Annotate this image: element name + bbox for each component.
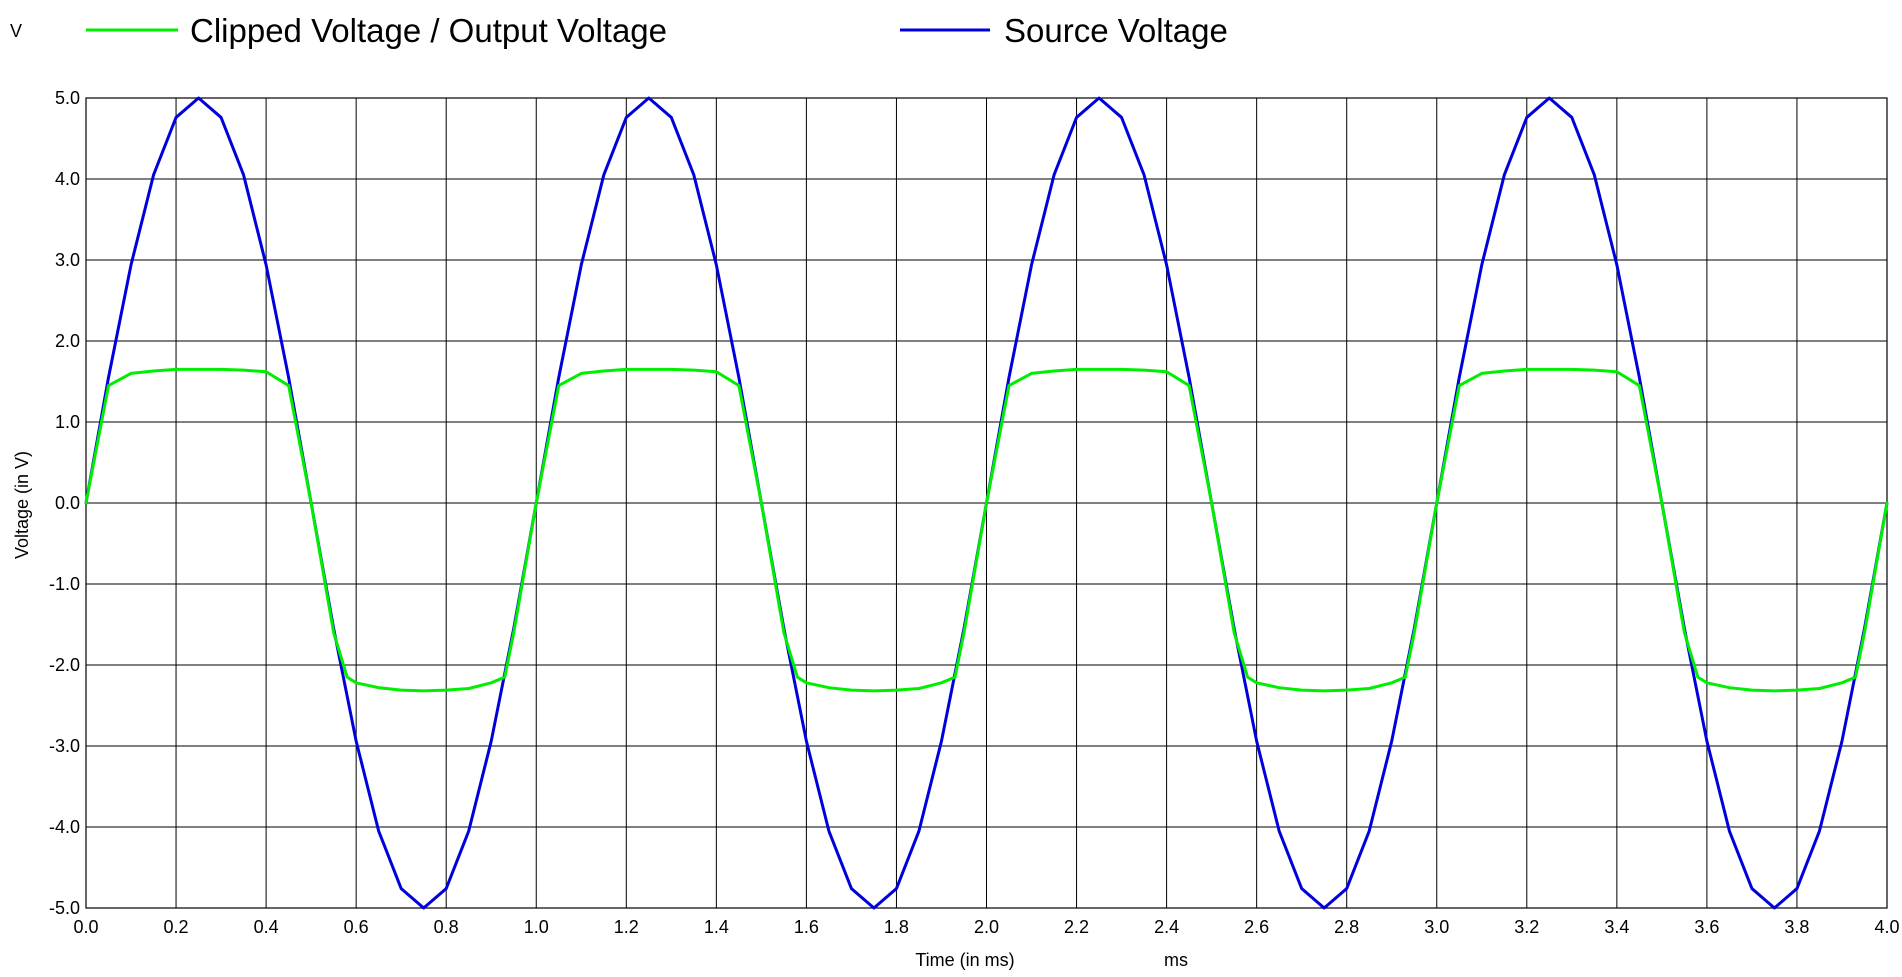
y-tick-label: -2.0 xyxy=(49,655,80,675)
x-tick-label: 0.4 xyxy=(254,917,279,937)
x-tick-label: 2.8 xyxy=(1334,917,1359,937)
y-tick-label: -4.0 xyxy=(49,817,80,837)
y-tick-label: 1.0 xyxy=(55,412,80,432)
y-tick-label: -3.0 xyxy=(49,736,80,756)
x-axis-title: Time (in ms) xyxy=(915,950,1014,970)
x-tick-label: 2.4 xyxy=(1154,917,1179,937)
x-tick-label: 1.2 xyxy=(614,917,639,937)
x-unit-label: ms xyxy=(1164,950,1188,970)
series xyxy=(84,96,1889,910)
x-tick-label: 3.8 xyxy=(1784,917,1809,937)
y-axis-title: Voltage (in V) xyxy=(12,451,32,559)
y-unit-label: V xyxy=(10,21,22,41)
x-tick-label: 2.6 xyxy=(1244,917,1269,937)
x-tick-label: 3.0 xyxy=(1424,917,1449,937)
legend-label-output: Clipped Voltage / Output Voltage xyxy=(190,12,667,49)
y-tick-label: 2.0 xyxy=(55,331,80,351)
x-tick-label: 0.6 xyxy=(344,917,369,937)
y-tick-label: -5.0 xyxy=(49,898,80,918)
y-tick-label: -1.0 xyxy=(49,574,80,594)
x-tick-labels: 0.0 0.2 0.4 0.6 0.8 1.0 1.2 1.4 1.6 1.8 2.0 2.2 2.4 2… xyxy=(73,917,1899,937)
series-line-output-voltage xyxy=(84,367,1889,693)
y-tick-label: 0.0 xyxy=(55,493,80,513)
y-tick-label: 4.0 xyxy=(55,169,80,189)
legend-label-source: Source Voltage xyxy=(1004,12,1228,49)
y-tick-labels: 5.0 4.0 3.0 2.0 1.0 0.0 -1.0 -2.0 -3.0 -4.0 -5.0 xyxy=(49,88,80,918)
x-tick-label: 1.8 xyxy=(884,917,909,937)
x-tick-label: 1.6 xyxy=(794,917,819,937)
x-tick-label: 1.4 xyxy=(704,917,729,937)
x-tick-label: 3.6 xyxy=(1694,917,1719,937)
x-tick-label: 3.2 xyxy=(1514,917,1539,937)
x-tick-label: 3.4 xyxy=(1604,917,1629,937)
y-tick-label: 3.0 xyxy=(55,250,80,270)
x-tick-label: 2.2 xyxy=(1064,917,1089,937)
x-tick-label: 4.0 xyxy=(1874,917,1899,937)
x-tick-label: 0.2 xyxy=(164,917,189,937)
x-tick-label: 0.0 xyxy=(73,917,98,937)
x-tick-label: 2.0 xyxy=(974,917,999,937)
x-tick-label: 1.0 xyxy=(524,917,549,937)
legend: Clipped Voltage / Output Voltage Source … xyxy=(86,12,1228,49)
y-tick-label: 5.0 xyxy=(55,88,80,108)
x-tick-label: 0.8 xyxy=(434,917,459,937)
